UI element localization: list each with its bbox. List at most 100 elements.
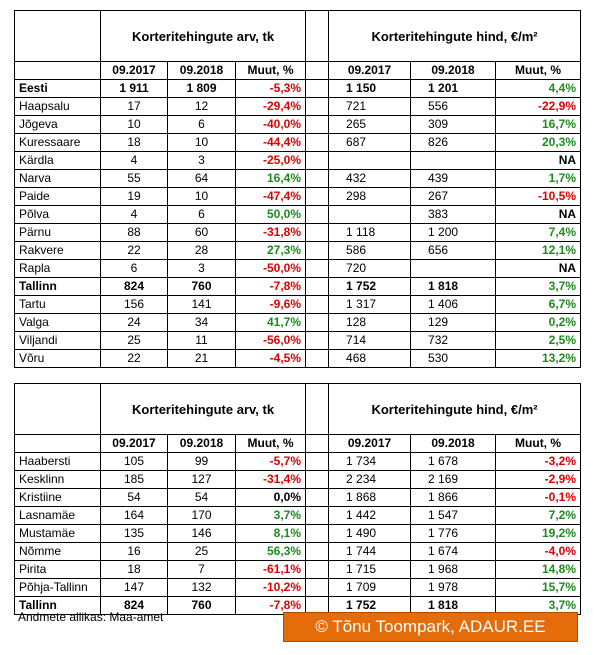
change-cell: 20,3% [495,133,582,152]
change-cell: 7,2% [495,506,582,525]
region-name: Eesti [14,79,101,98]
column-header: 09.2018 [410,434,497,453]
region-name: Kesklinn [14,470,101,489]
value-cell: 25 [100,331,168,350]
value-cell: 21 [167,349,236,368]
column-header: 09.2017 [328,434,412,453]
sub-header-row: 09.2017 09.2018 Muut, % 09.2017 09.2018 Muut,… [14,434,582,453]
value-cell: 10 [167,133,236,152]
value-cell: 3 [167,259,236,278]
group-header: Korteritehingute hind, €/m² [328,10,582,62]
data-row: Tallinn 824 760 -7,8% 1 752 1 818 3,7% [14,596,582,615]
change-cell: 13,2% [495,349,582,368]
gap-cell [305,434,330,453]
change-cell: -56,0% [234,331,307,350]
region-name: Paide [14,187,101,206]
table: Korteritehingute arv, tk Korteritehingute… [14,10,582,368]
data-row: Mustamäe 135 146 8,1% 1 490 1 776 19,2% [14,524,582,543]
region-name: Valga [14,313,101,332]
change-cell: -25,0% [234,151,307,170]
value-cell: 309 [410,115,497,134]
region-name: Lasnamäe [14,506,101,525]
gap-cell [305,169,330,188]
value-cell: 1 678 [410,452,497,471]
value-cell: 732 [410,331,497,350]
data-row: Põlva 4 6 50,0% 383 NA [14,205,582,224]
value-cell: 19 [100,187,168,206]
value-cell: 468 [328,349,412,368]
value-cell: 1 809 [167,79,236,98]
value-cell: 720 [328,259,412,278]
region-name: Viljandi [14,331,101,350]
value-cell: 1 118 [328,223,412,242]
column-header: 09.2017 [100,61,168,80]
region-name: Tallinn [14,277,101,296]
value-cell: 128 [328,313,412,332]
region-name: Nõmme [14,542,101,561]
value-cell: 1 674 [410,542,497,561]
data-row: Tartu 156 141 -9,6% 1 317 1 406 6,7% [14,295,582,314]
region-name: Kärdla [14,151,101,170]
value-cell: 129 [410,313,497,332]
data-row: Kesklinn 185 127 -31,4% 2 234 2 169 -2,9% [14,470,582,489]
value-cell: 1 201 [410,79,497,98]
value-cell: 760 [167,277,236,296]
blank-cell [14,61,101,80]
region-name: Haabersti [14,452,101,471]
data-row: Nõmme 16 25 56,3% 1 744 1 674 -4,0% [14,542,582,561]
value-cell: 11 [167,331,236,350]
change-cell: -31,8% [234,223,307,242]
change-cell: 16,4% [234,169,307,188]
value-cell: 2 234 [328,470,412,489]
value-cell: 25 [167,542,236,561]
change-cell: -5,7% [234,452,307,471]
change-cell: 0,2% [495,313,582,332]
table: Korteritehingute arv, tk Korteritehingute… [14,383,582,615]
change-cell: -22,9% [495,97,582,116]
data-row: Jõgeva 10 6 -40,0% 265 309 16,7% [14,115,582,134]
value-cell: 141 [167,295,236,314]
region-name: Rakvere [14,241,101,260]
value-cell: 432 [328,169,412,188]
column-header: 09.2018 [167,434,236,453]
gap-cell [305,295,330,314]
gap-cell [305,383,330,435]
column-header: Muut, % [234,61,307,80]
value-cell: 3 [167,151,236,170]
column-header: 09.2017 [100,434,168,453]
change-cell: 56,3% [234,542,307,561]
value-cell: 12 [167,97,236,116]
value-cell: 714 [328,331,412,350]
gap-cell [305,241,330,260]
gap-cell [305,452,330,471]
value-cell: 1 752 [328,277,412,296]
value-cell: 99 [167,452,236,471]
value-cell: 18 [100,560,168,579]
data-row: Lasnamäe 164 170 3,7% 1 442 1 547 7,2% [14,506,582,525]
column-header: 09.2018 [410,61,497,80]
gap-cell [305,488,330,507]
data-row: Põhja-Tallinn 147 132 -10,2% 1 709 1 978 15,7% [14,578,582,597]
gap-cell [305,331,330,350]
gap-cell [305,151,330,170]
blank-cell [14,434,101,453]
value-cell: 64 [167,169,236,188]
value-cell: 826 [410,133,497,152]
value-cell: 1 734 [328,452,412,471]
group-header: Korteritehingute arv, tk [99,383,307,435]
value-cell: 55 [100,169,168,188]
value-cell: 1 715 [328,560,412,579]
data-row: Eesti 1 911 1 809 -5,3% 1 150 1 201 4,4% [14,79,582,98]
gap-cell [305,97,330,116]
value-cell: 1 868 [328,488,412,507]
region-name: Mustamäe [14,524,101,543]
column-header: Muut, % [234,434,307,453]
value-cell: 298 [328,187,412,206]
data-row: Võru 22 21 -4,5% 468 530 13,2% [14,349,582,368]
gap-cell [305,506,330,525]
value-cell: 135 [100,524,168,543]
value-cell: 170 [167,506,236,525]
change-cell: -2,9% [495,470,582,489]
value-cell: 1 776 [410,524,497,543]
value-cell: 760 [167,596,236,615]
